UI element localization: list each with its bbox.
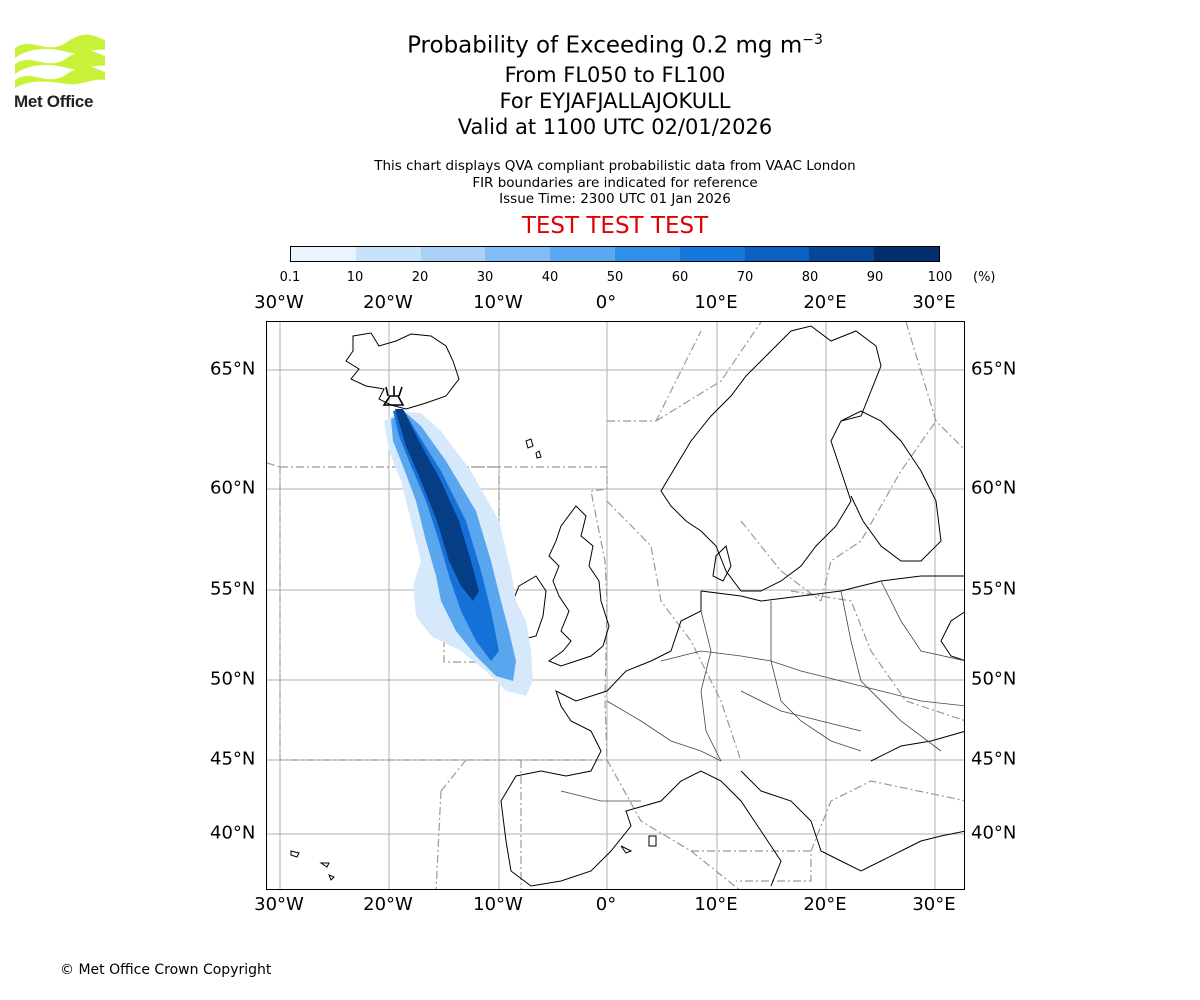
longitude-label: 10°E bbox=[694, 894, 738, 915]
longitude-label: 30°W bbox=[254, 894, 304, 915]
coastlines bbox=[290, 325, 964, 887]
colorbar-segment bbox=[614, 247, 680, 261]
longitude-label: 10°W bbox=[473, 292, 523, 313]
copyright: © Met Office Crown Copyright bbox=[60, 962, 272, 978]
colorbar-tick-label: 30 bbox=[476, 270, 494, 285]
latitude-label-left: 55°N bbox=[210, 578, 256, 600]
graticule bbox=[267, 322, 964, 889]
colorbar-tick-label: 0.1 bbox=[279, 270, 301, 285]
colorbar-segment bbox=[744, 247, 810, 261]
colorbar-segment bbox=[485, 247, 551, 261]
colorbar-segment bbox=[874, 247, 939, 261]
colorbar-tick-label: 100 bbox=[927, 270, 953, 285]
plume-core-probability bbox=[395, 409, 479, 601]
description-line-1: This chart displays QVA compliant probab… bbox=[374, 158, 856, 174]
longitude-label: 0° bbox=[595, 894, 617, 915]
met-office-logo bbox=[15, 34, 105, 88]
latitude-label-left: 40°N bbox=[210, 822, 256, 844]
latitude-label-right: 40°N bbox=[971, 822, 1017, 844]
colorbar-segment bbox=[355, 247, 421, 261]
colorbar-tick-label: 50 bbox=[606, 270, 624, 285]
colorbar-tick-label: 10 bbox=[346, 270, 364, 285]
colorbar-tick-label: 60 bbox=[671, 270, 689, 285]
chart-description: This chart displays QVA compliant probab… bbox=[0, 158, 1200, 208]
probability-colorbar bbox=[290, 246, 940, 262]
longitude-label: 30°E bbox=[912, 292, 956, 313]
latitude-label-right: 55°N bbox=[971, 578, 1017, 600]
fir-boundaries bbox=[267, 322, 964, 889]
colorbar-tick-label: 20 bbox=[411, 270, 429, 285]
map-panel bbox=[266, 321, 965, 890]
colorbar-tick-label: 70 bbox=[736, 270, 754, 285]
valid-time: Valid at 1100 UTC 02/01/2026 bbox=[457, 114, 773, 139]
latitude-label-right: 60°N bbox=[971, 477, 1017, 499]
flight-levels: From FL050 to FL100 bbox=[504, 62, 726, 87]
longitude-label: 20°E bbox=[803, 894, 847, 915]
latitude-label-right: 50°N bbox=[971, 668, 1017, 690]
latitude-label-left: 50°N bbox=[210, 668, 256, 690]
latitude-label-left: 45°N bbox=[210, 748, 256, 770]
longitude-label: 20°W bbox=[363, 292, 413, 313]
colorbar-unit: (%) bbox=[973, 270, 996, 285]
longitude-label: 10°W bbox=[473, 894, 523, 915]
volcano-icon bbox=[382, 386, 405, 406]
colorbar-segment bbox=[809, 247, 875, 261]
colorbar-tick-label: 40 bbox=[541, 270, 559, 285]
test-banner: TEST TEST TEST bbox=[521, 213, 709, 239]
latitude-label-left: 60°N bbox=[210, 477, 256, 499]
colorbar-tick-label: 80 bbox=[801, 270, 819, 285]
colorbar-tick-label: 90 bbox=[866, 270, 884, 285]
colorbar-segment bbox=[420, 247, 486, 261]
latitude-label-right: 65°N bbox=[971, 358, 1017, 380]
volcano-name: For EYJAFJALLAJOKULL bbox=[499, 88, 731, 113]
longitude-label: 30°W bbox=[254, 292, 304, 313]
longitude-label: 10°E bbox=[694, 292, 738, 313]
chart-title-block: Probability of Exceeding 0.2 mg m−3 From… bbox=[0, 24, 1200, 140]
chart-title: Probability of Exceeding 0.2 mg m−3 bbox=[407, 32, 823, 59]
longitude-label: 20°W bbox=[363, 894, 413, 915]
longitude-label: 20°E bbox=[803, 292, 847, 313]
latitude-label-right: 45°N bbox=[971, 748, 1017, 770]
country-borders bbox=[560, 580, 964, 802]
longitude-label: 0° bbox=[595, 292, 617, 313]
colorbar-segment bbox=[291, 247, 356, 261]
logo-text: Met Office bbox=[14, 92, 94, 111]
colorbar-segment bbox=[679, 247, 745, 261]
description-line-2: FIR boundaries are indicated for referen… bbox=[472, 174, 758, 191]
colorbar-segment bbox=[550, 247, 615, 261]
latitude-label-left: 65°N bbox=[210, 358, 256, 380]
longitude-label: 30°E bbox=[912, 894, 956, 915]
description-line-3: Issue Time: 2300 UTC 01 Jan 2026 bbox=[499, 191, 731, 207]
map-svg bbox=[267, 322, 964, 889]
